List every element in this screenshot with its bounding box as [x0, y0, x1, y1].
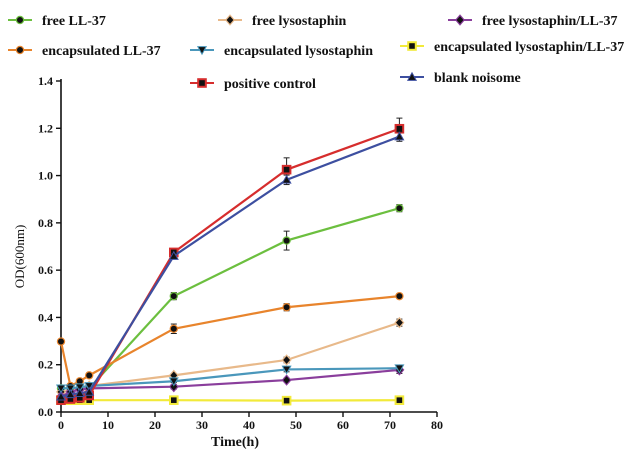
y-tick-label: 0.0 — [38, 405, 53, 419]
y-tick-label: 0.2 — [38, 358, 53, 372]
data-point — [281, 164, 292, 175]
series-line — [61, 207, 400, 390]
legend-marker — [196, 46, 208, 56]
y-tick-label: 0.6 — [38, 263, 53, 277]
x-tick-label: 80 — [431, 418, 443, 432]
series-line — [61, 367, 400, 390]
legend-entry-4: encapsulated lysostaphin — [190, 44, 373, 59]
x-axis-title: Time(h) — [211, 435, 259, 450]
legend-label: encapsulated lysostaphin/LL-37 — [434, 40, 624, 55]
data-point — [84, 382, 95, 392]
x-tick-label: 60 — [337, 418, 349, 432]
data-point — [282, 236, 291, 245]
data-point — [65, 384, 76, 394]
data-point — [74, 383, 85, 393]
y-axis-title: OD(600nm) — [12, 225, 27, 289]
legend-label: positive control — [224, 77, 316, 92]
data-point — [84, 386, 95, 396]
legend-label: free lysostaphin/LL-37 — [482, 14, 617, 29]
data-point — [281, 365, 292, 375]
legend-entry-0: free LL-37 — [8, 14, 106, 29]
y-tick-label: 0.8 — [38, 216, 53, 230]
legend-marker — [225, 14, 235, 26]
x-tick-label: 20 — [149, 418, 161, 432]
data-point — [168, 380, 179, 393]
y-tick-label: 1.0 — [38, 169, 53, 183]
series-line — [59, 295, 400, 388]
series-7 — [55, 131, 405, 401]
data-point — [394, 131, 405, 141]
y-tick-label: 1.4 — [38, 74, 53, 88]
data-point — [168, 377, 179, 387]
x-tick-label: 10 — [102, 418, 114, 432]
data-point — [394, 316, 405, 329]
series-line — [60, 127, 400, 402]
data-point — [55, 384, 67, 394]
legend-entry-6: positive control — [190, 77, 316, 92]
legend-marker — [15, 15, 25, 25]
data-point — [84, 371, 94, 380]
data-point — [394, 364, 405, 374]
x-tick-label: 0 — [58, 418, 64, 432]
data-point — [282, 303, 291, 312]
legend-entry-1: free lysostaphin — [218, 14, 346, 29]
legend-entry-2: free lysostaphin/LL-37 — [448, 14, 617, 29]
data-point — [74, 387, 85, 397]
data-point — [281, 395, 292, 406]
legend-label: blank noisome — [434, 71, 521, 86]
legend-marker — [406, 71, 418, 81]
y-tick-label: 1.2 — [38, 121, 53, 135]
data-point — [168, 250, 179, 260]
data-point — [169, 324, 178, 333]
y-tick-label: 0.4 — [38, 310, 53, 324]
data-point — [281, 174, 292, 184]
data-point — [169, 291, 178, 301]
data-point — [394, 395, 405, 405]
data-point — [395, 203, 404, 213]
series-4 — [55, 364, 405, 394]
legend-marker — [455, 14, 465, 26]
legend-marker — [197, 78, 207, 88]
legend-marker — [407, 41, 417, 51]
data-point — [56, 337, 66, 346]
x-tick-label: 70 — [384, 418, 396, 432]
series-line — [60, 135, 400, 398]
data-point — [65, 389, 76, 399]
x-tick-label: 40 — [243, 418, 255, 432]
legend-label: encapsulated lysostaphin — [224, 44, 373, 59]
data-point — [395, 291, 404, 301]
data-point — [281, 354, 292, 366]
x-tick-label: 30 — [196, 418, 208, 432]
legend-label: free lysostaphin — [252, 14, 346, 29]
legend-marker — [15, 45, 25, 55]
legend-label: free LL-37 — [42, 14, 106, 29]
legend-entry-5: encapsulated lysostaphin/LL-37 — [400, 40, 624, 55]
legend-label: encapsulated LL-37 — [42, 44, 161, 59]
series-5 — [56, 395, 405, 406]
legend-entry-3: encapsulated LL-37 — [8, 44, 161, 59]
legend-entry-7: blank noisome — [400, 71, 521, 86]
data-point — [55, 391, 67, 401]
data-point — [281, 374, 292, 386]
x-tick-label: 50 — [290, 418, 302, 432]
data-point — [169, 395, 179, 405]
